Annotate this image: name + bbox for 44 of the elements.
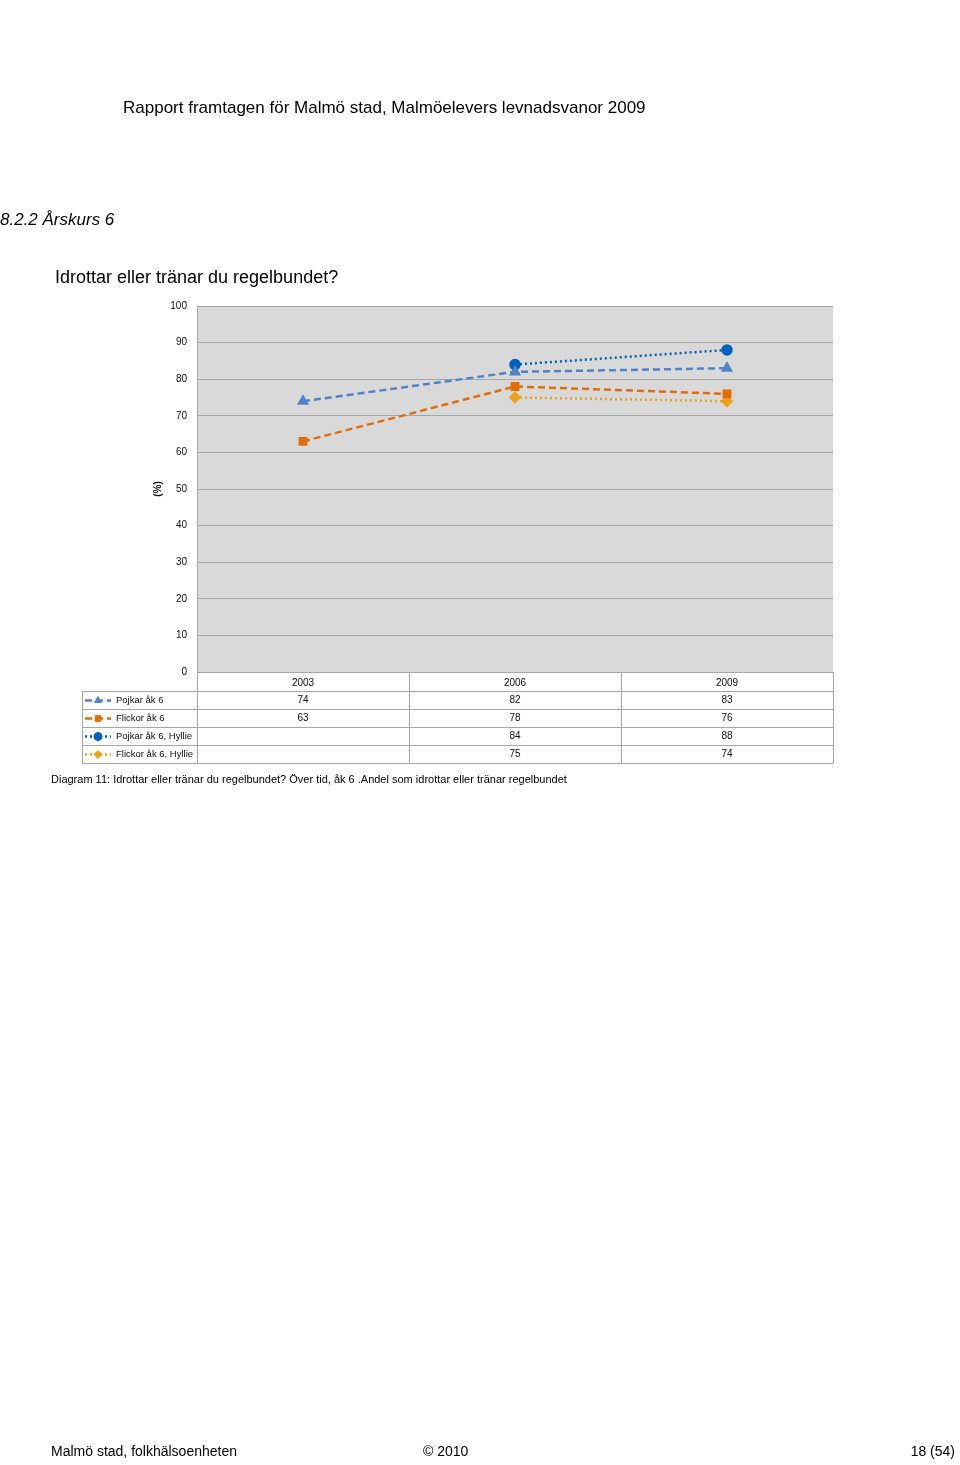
point — [721, 344, 733, 356]
legend-label: Pojkar åk 6 — [116, 694, 164, 706]
text: 8.2.2 Årskurs 6 — [0, 210, 115, 230]
data-label: 63 — [297, 712, 309, 724]
point — [509, 391, 521, 404]
text: Diagram 11: Idrottar eller tränar du regelbundet? Över tid, åk 6 .Andel som idrottar eller tränar regelbundet — [51, 773, 567, 785]
point — [722, 389, 732, 399]
legend-label: Flickor åk 6 — [116, 712, 165, 724]
y-tick-label: 30 — [175, 555, 188, 567]
chart-title: Idrottar eller tränar du regelbundet? — [55, 267, 339, 288]
y-tick-label: 100 — [170, 299, 188, 311]
text: Rapport framtagen för Malmö stad, Malmöelevers levnadsvanor 2009 — [123, 98, 646, 118]
point — [510, 382, 520, 391]
data-label: 88 — [721, 730, 733, 742]
point — [721, 362, 733, 372]
y-tick-label: 40 — [175, 519, 188, 531]
x-tick-label: 2009 — [715, 676, 739, 688]
data-label: 74 — [721, 748, 733, 760]
y-tick-label: 50 — [175, 482, 188, 494]
data-label: 78 — [509, 712, 521, 724]
data-label: 84 — [509, 730, 521, 742]
point — [297, 395, 309, 405]
y-tick-label: 80 — [175, 372, 188, 384]
y-tick-label: 60 — [175, 446, 188, 458]
x-tick-label: 2003 — [291, 676, 315, 688]
y-tick-label: 0 — [181, 665, 188, 677]
data-label: 74 — [297, 694, 309, 706]
x-tick-label: 2006 — [503, 676, 527, 688]
legend-label: Pojkar åk 6, Hyllie — [116, 730, 193, 742]
data-label: 76 — [721, 712, 733, 724]
text: © 2010 — [423, 1443, 469, 1459]
y-axis-title: (%) — [151, 481, 163, 497]
text: 18 (54) — [910, 1443, 955, 1459]
data-label: 75 — [509, 748, 521, 760]
y-tick-label: 90 — [175, 336, 188, 348]
y-tick-label: 10 — [175, 629, 188, 641]
y-tick-label: 20 — [175, 592, 188, 604]
data-label: 83 — [721, 694, 733, 706]
y-tick-label: 70 — [175, 409, 188, 421]
point — [298, 436, 308, 446]
text: Malmö stad, folkhälsoenheten — [51, 1443, 237, 1459]
point — [509, 366, 521, 376]
legend-label: Flickor åk 6, Hyllie — [116, 748, 194, 760]
data-label: 82 — [509, 694, 521, 706]
